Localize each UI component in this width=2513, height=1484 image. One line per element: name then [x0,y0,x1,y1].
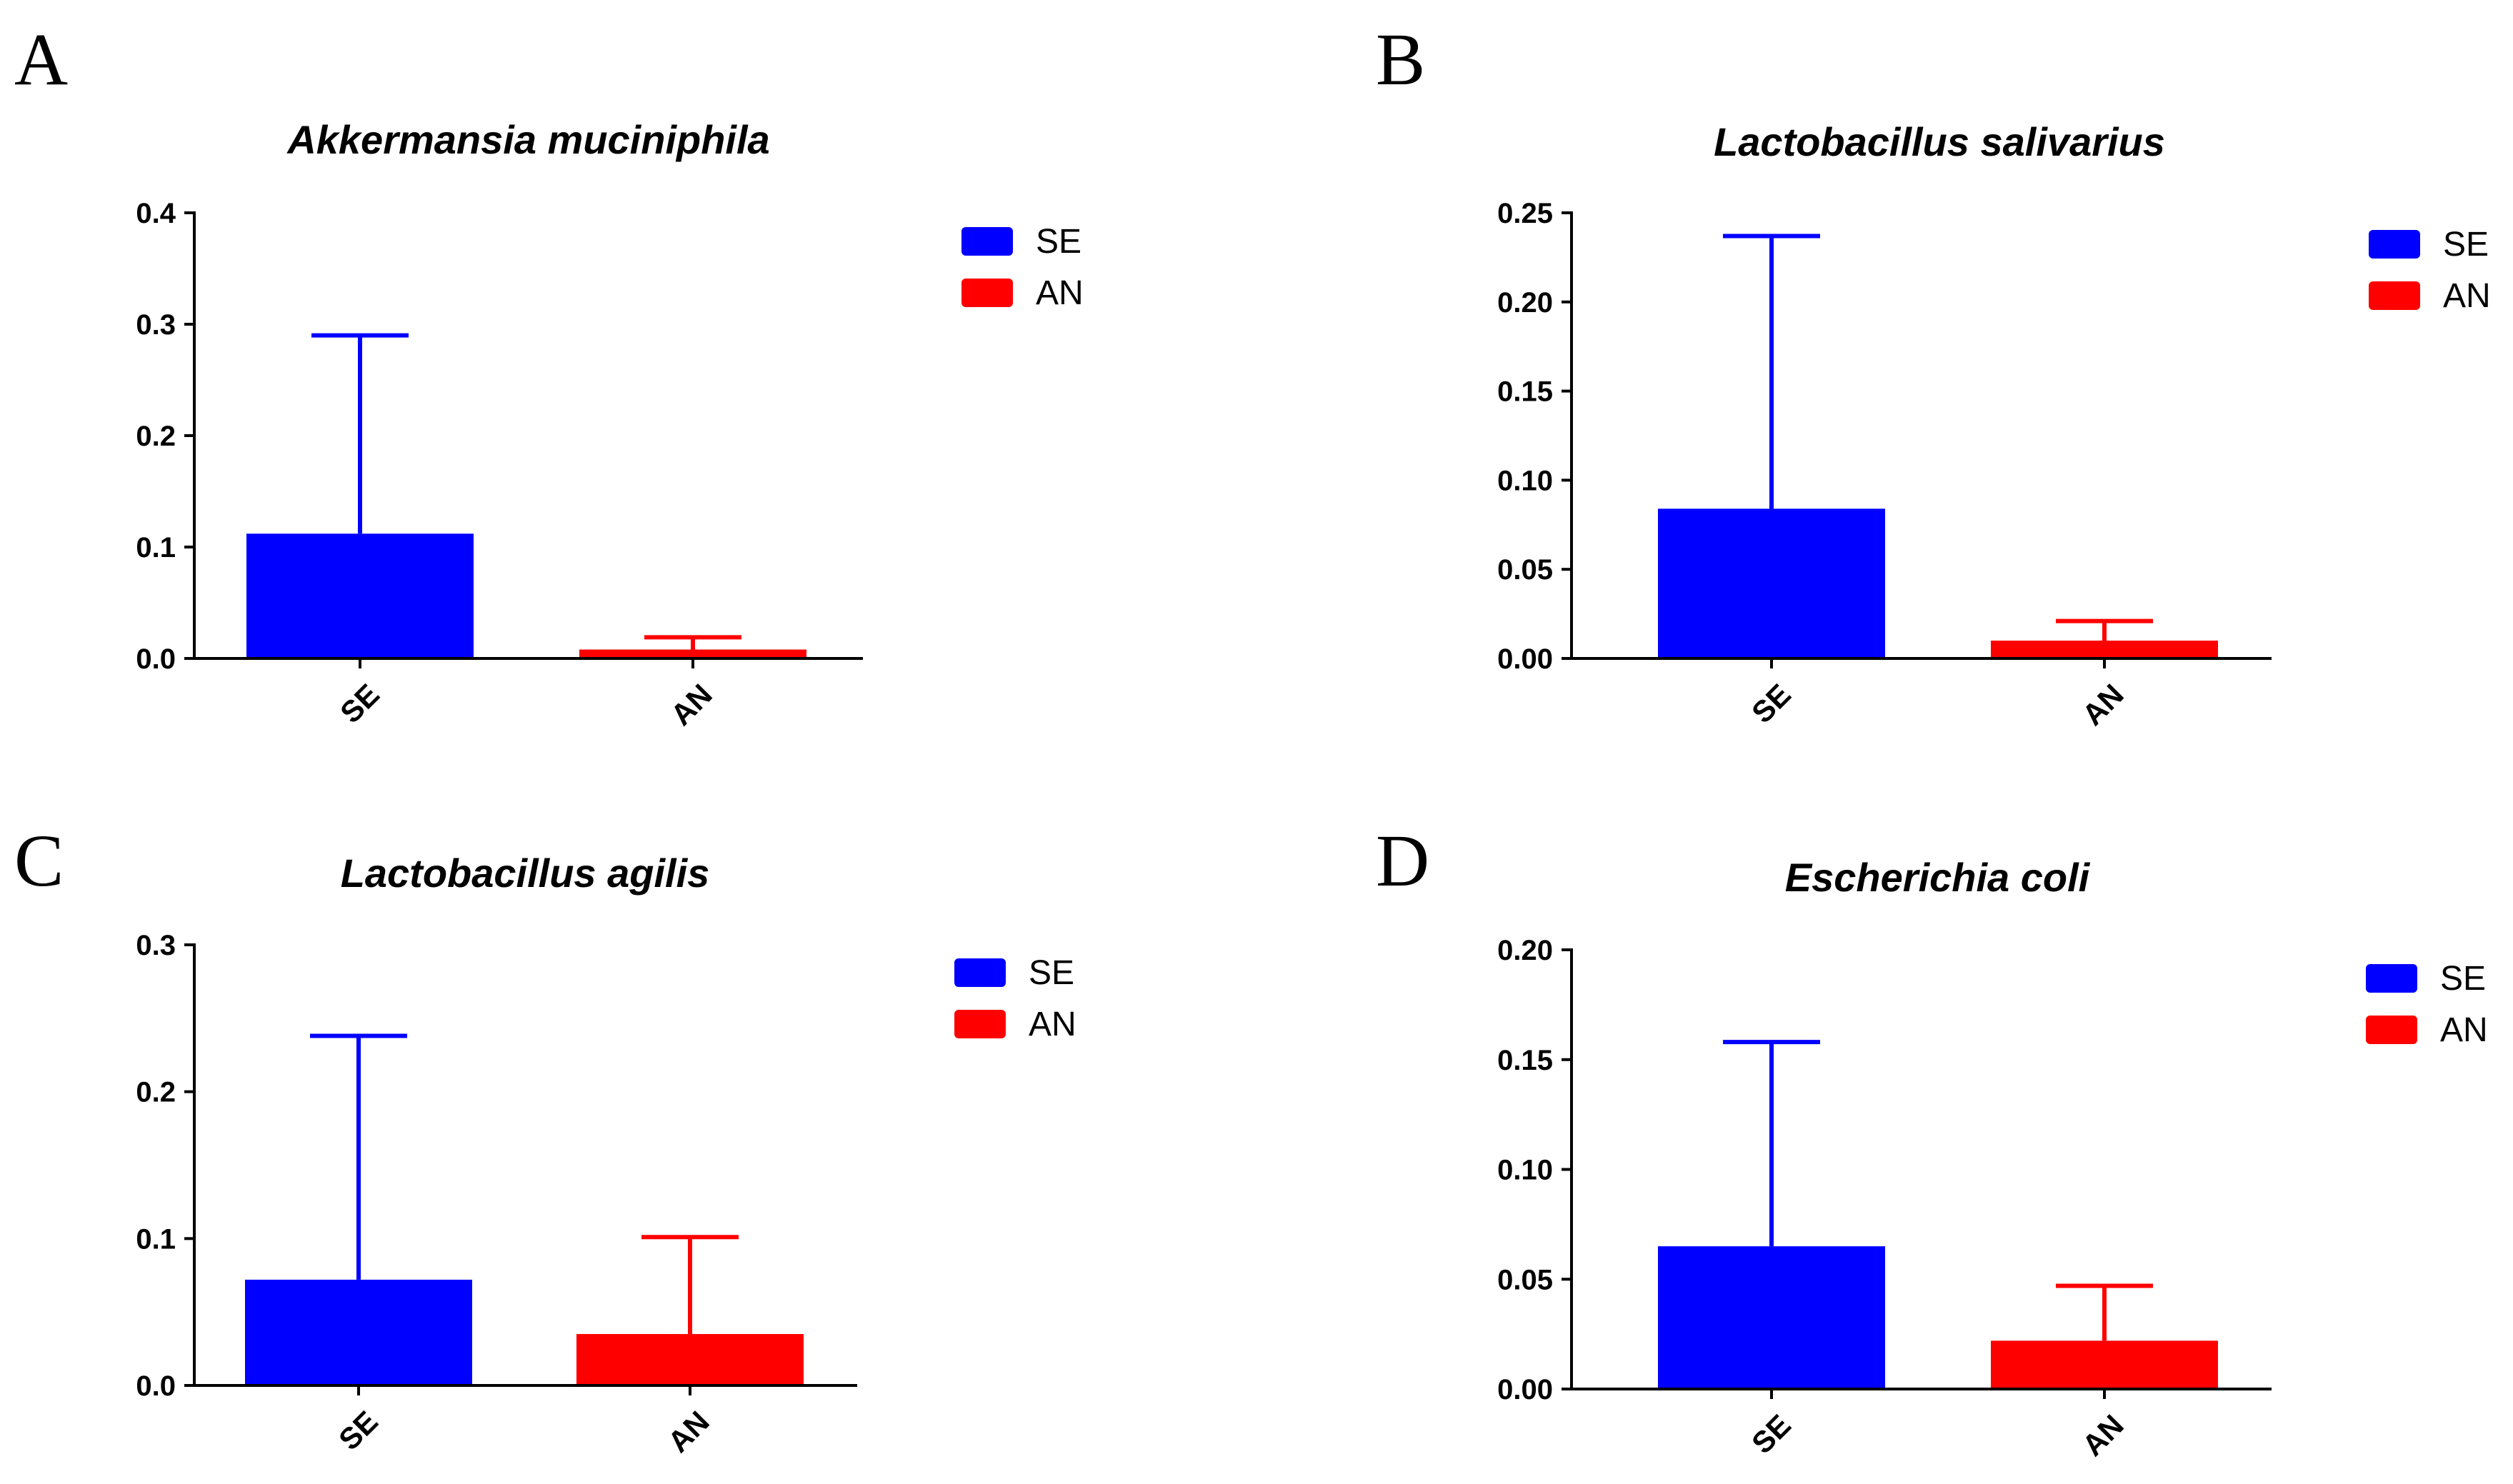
x-tick-label: AN [661,1405,716,1459]
y-tick-label: 0.05 [1497,554,1553,586]
y-tick-label: 0.10 [1497,465,1553,496]
panel-letter: B [1376,19,1425,101]
y-tick-label: 0.0 [136,643,176,675]
bar-an [576,1334,804,1385]
x-tick-label: AN [2076,1408,2130,1463]
y-tick-label: 0.05 [1497,1264,1553,1295]
legend-label: AN [2440,1011,2488,1049]
legend-swatch-an [2366,1016,2417,1044]
y-tick-label: 0.2 [136,1077,176,1108]
error-bar-an [2056,1283,2153,1341]
x-tick-label: AN [2076,678,2130,732]
error-bar-se [310,1033,407,1280]
legend-swatch-se [961,227,1013,256]
chart-panel-d: D Escherichia coli 0.00 0.05 0.10 0.15 0.20 SE A… [1376,820,2488,1463]
chart-title: Lactobacillus agilis [341,851,710,896]
legend-label: SE [1036,223,1081,261]
bar-se [1658,1246,1885,1389]
y-tick-label: 0.2 [136,421,176,452]
bar-se [1658,508,1885,658]
x-tick-label: AN [664,678,719,732]
legend-swatch-an [961,279,1013,307]
error-bar-se [1723,234,1820,509]
bar-an [1991,641,2218,658]
y-tick-label: 0.20 [1497,935,1553,966]
y-tick-label: 0.00 [1497,1374,1553,1405]
y-tick-label: 0.3 [136,309,176,341]
error-bar-an [641,1235,739,1335]
y-tick-label: 0.1 [136,1223,176,1255]
legend-label: AN [2443,277,2491,315]
panel-letter: C [14,820,64,902]
y-tick-label: 0.1 [136,532,176,563]
error-bar-an [2056,618,2153,641]
chart-panel-a: A Akkermansia muciniphila 0.0 0.1 0.2 0.3 0.4 S… [14,19,1084,732]
legend-swatch-an [954,1010,1006,1038]
x-tick-label: SE [1745,1408,1797,1460]
panel-letter: D [1376,820,1429,902]
chart-title: Akkermansia muciniphila [286,117,769,162]
legend-swatch-se [2369,230,2420,259]
legend-swatch-se [2366,964,2417,993]
legend-label: AN [1029,1006,1076,1043]
x-tick-label: SE [332,1405,384,1457]
y-tick-label: 0.10 [1497,1155,1553,1186]
error-bar-an [644,635,741,650]
chart-panel-c: C Lactobacillus agilis 0.0 0.1 0.2 0.3 SE AN SE A… [14,820,1076,1459]
error-bar-se [311,333,409,534]
bar-an [579,649,806,658]
bar-se [246,533,474,658]
x-tick-label: SE [1745,678,1797,730]
error-bar-se [1723,1040,1820,1247]
chart-title: Escherichia coli [1785,855,2091,900]
y-tick-label: 0.25 [1497,198,1553,229]
y-tick-label: 0.00 [1497,643,1553,675]
panel-letter: A [14,19,68,101]
legend-label: AN [1036,274,1084,312]
chart-title: Lactobacillus salivarius [1714,119,2165,164]
y-tick-label: 0.20 [1497,287,1553,319]
x-tick-label: SE [334,678,386,730]
legend-label: SE [2443,226,2489,264]
legend-swatch-an [2369,281,2420,310]
legend-label: SE [1029,954,1074,992]
y-tick-label: 0.15 [1497,376,1553,408]
bar-an [1991,1340,2218,1389]
legend-label: SE [2440,960,2486,998]
chart-panel-b: B Lactobacillus salivarius 0.00 0.05 0.10 0.1… [1376,19,2491,732]
y-tick-label: 0.0 [136,1370,176,1402]
bar-se [245,1279,472,1385]
y-tick-label: 0.3 [136,930,176,961]
y-tick-label: 0.15 [1497,1045,1553,1076]
y-tick-label: 0.4 [136,198,176,229]
legend-swatch-se [954,958,1006,987]
